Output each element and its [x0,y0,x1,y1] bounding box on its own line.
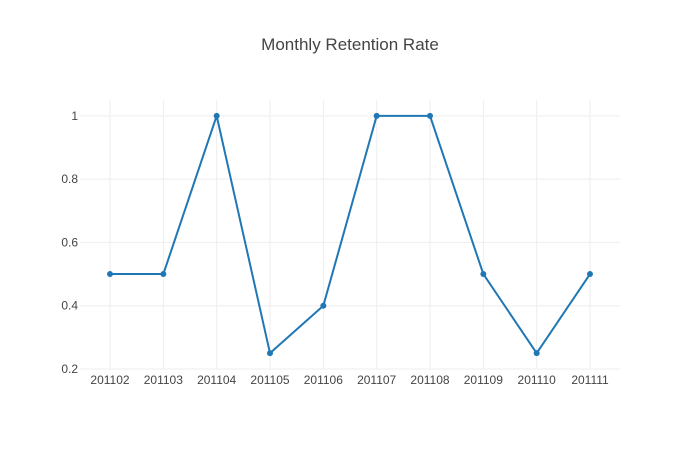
data-point[interactable] [107,271,113,278]
y-tick-label: 1 [71,109,78,123]
data-point[interactable] [160,271,167,278]
x-tick-label: 201106 [304,373,343,387]
x-tick-label: 201105 [250,373,289,387]
y-axis-tick-labels: 0.2 0.4 0.6 0.8 1 [61,109,78,376]
grid-lines [80,100,620,370]
x-tick-label: 201102 [90,373,129,387]
chart-title: Monthly Retention Rate [261,35,439,54]
y-tick-label: 0.2 [61,362,78,376]
x-tick-label: 201107 [357,373,396,387]
data-point[interactable] [480,271,487,278]
data-point[interactable] [373,112,380,119]
series-line [109,114,591,355]
x-tick-label: 201109 [464,373,503,387]
data-point[interactable] [533,350,540,357]
x-axis-tick-labels: 201102 201103 201104 201105 201106 201107 2011… [90,373,609,387]
data-points [107,112,593,357]
data-point[interactable] [213,112,220,119]
x-tick-label: 201111 [571,373,609,387]
x-tick-label: 201104 [197,373,236,387]
data-point[interactable] [427,112,433,119]
data-point[interactable] [320,302,327,309]
y-tick-label: 0.4 [61,299,78,313]
x-tick-label: 201108 [410,373,449,387]
series-layer [109,114,591,355]
x-tick-label: 201103 [144,373,183,387]
x-tick-label: 201110 [518,373,557,387]
data-point[interactable] [267,350,273,357]
y-tick-label: 0.6 [61,235,78,249]
y-tick-label: 0.8 [61,172,78,186]
data-point[interactable] [587,271,593,278]
